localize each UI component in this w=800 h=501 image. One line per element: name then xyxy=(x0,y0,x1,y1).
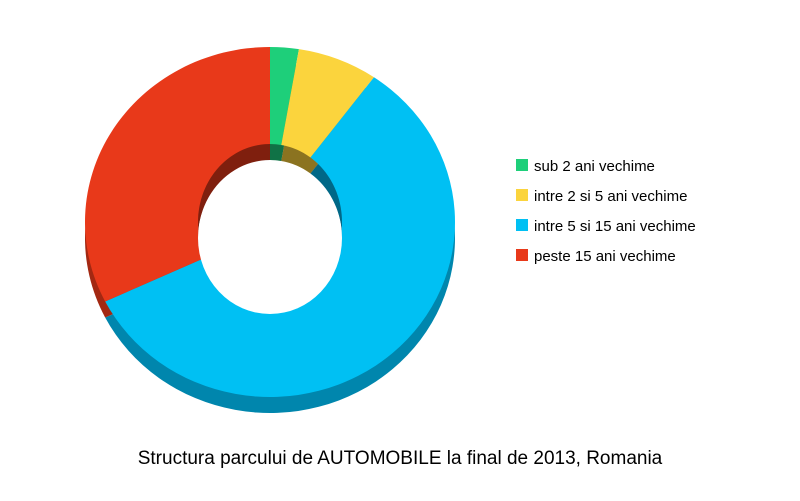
chart-title: Structura parcului de AUTOMOBILE la fina… xyxy=(137,448,663,469)
legend-label-2: intre 5 si 15 ani vechime xyxy=(534,218,696,235)
donut-chart xyxy=(85,47,456,414)
donut-hole xyxy=(198,162,342,314)
legend-label-3: peste 15 ani vechime xyxy=(534,248,676,265)
legend-label-0: sub 2 ani vechime xyxy=(534,158,655,175)
donut-slice-1 xyxy=(281,49,374,158)
legend-swatch-3 xyxy=(516,249,528,261)
legend-swatch-2 xyxy=(516,219,528,231)
donut-slice-3 xyxy=(85,47,270,302)
donut-hole-wall xyxy=(198,144,342,238)
legend-label-1: intre 2 si 5 ani vechime xyxy=(534,188,687,205)
legend: sub 2 ani vechime intre 2 si 5 ani vechim… xyxy=(516,158,696,265)
donut-slice-0 xyxy=(270,47,299,145)
donut-slice-2 xyxy=(105,77,456,398)
legend-swatch-1 xyxy=(516,189,528,201)
legend-swatch-0 xyxy=(516,159,528,171)
